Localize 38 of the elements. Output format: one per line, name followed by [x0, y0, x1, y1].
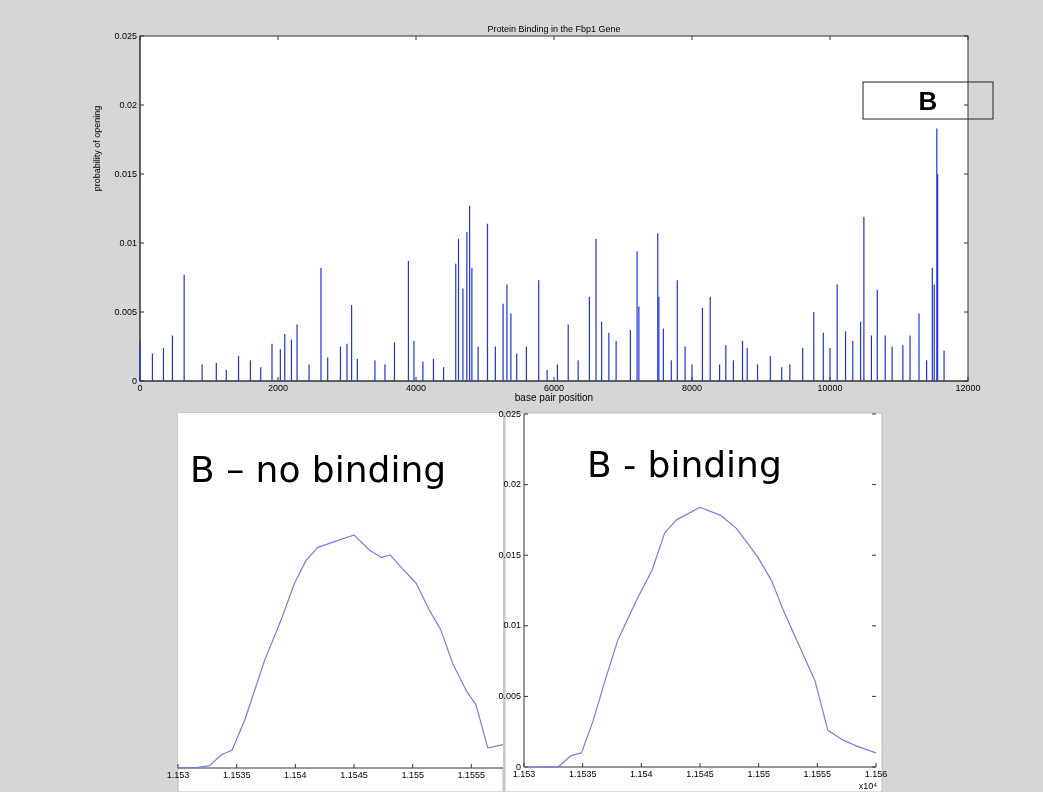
y-tick-label: 0 — [515, 761, 521, 772]
x-tick-label: 1.1545 — [340, 770, 368, 780]
y-tick-label: 0.02 — [119, 99, 137, 110]
annotation: B — [918, 86, 938, 116]
y-tick-label: 0.015 — [114, 168, 137, 179]
x-tick-label: 1.154 — [630, 769, 653, 779]
x-tick-label: 1.155 — [401, 770, 424, 780]
x-tick-label: 10000 — [817, 383, 843, 393]
x-tick-label: 1.1555 — [457, 770, 486, 780]
x-tick-label: 1.1535 — [568, 769, 597, 779]
y-tick-label: 0.02 — [503, 479, 521, 490]
y-tick-label: 0.025 — [498, 408, 521, 419]
x-tick-label: 1.156 — [864, 769, 888, 779]
y-tick-label: 0.025 — [114, 30, 137, 41]
y-tick-label: 0.01 — [119, 237, 137, 248]
x-tick-label: 4000 — [405, 383, 427, 393]
chart-title: Protein Binding in the Fbp1 Gene — [487, 24, 621, 34]
x-tick-label: 6000 — [543, 383, 565, 393]
text: x10⁴ — [858, 781, 878, 791]
x-tick-label: 1.154 — [284, 770, 307, 780]
y-axis-title: probability of opening — [92, 105, 102, 192]
y-tick-label: 0.005 — [498, 690, 521, 701]
y-tick-label: 0.015 — [498, 549, 521, 560]
chart-title: B – no binding — [190, 449, 447, 490]
x-tick-label: 1.153 — [166, 770, 190, 780]
x-tick-label: 1.153 — [512, 769, 536, 779]
y-tick-label: 0.005 — [114, 306, 137, 317]
x-axis-title: base pair position — [514, 392, 594, 403]
x-tick-label: 12000 — [955, 383, 981, 393]
x-tick-label: 1.1555 — [803, 769, 832, 779]
x-tick-label: 1.1545 — [686, 769, 714, 779]
x-tick-label: 2000 — [267, 383, 289, 393]
text: B - binding — [587, 444, 782, 485]
y-tick-label: 0 — [131, 375, 137, 386]
x-tick-label: 1.1535 — [222, 770, 251, 780]
y-tick-label: 0.01 — [503, 620, 521, 631]
x-tick-label: 1.155 — [747, 769, 770, 779]
x-tick-label: 8000 — [681, 383, 703, 393]
